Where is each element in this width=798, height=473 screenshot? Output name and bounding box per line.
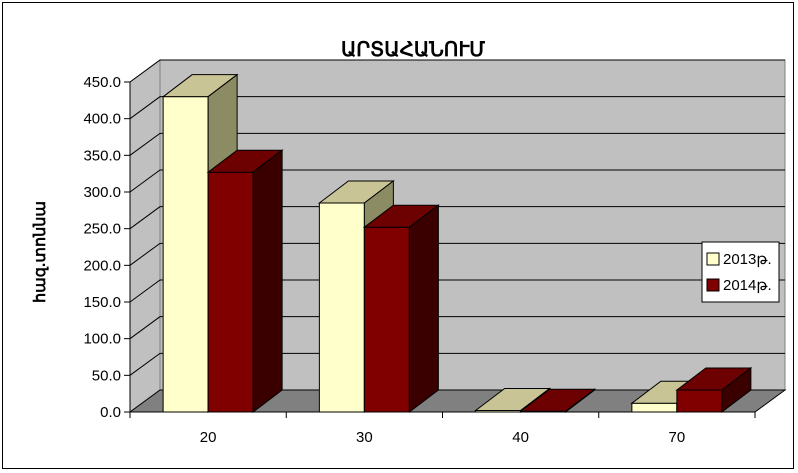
y-tick-label: 50.0	[92, 367, 121, 384]
gridline	[129, 206, 785, 230]
bar	[675, 366, 753, 414]
bar-side	[565, 388, 596, 414]
legend-swatch	[706, 278, 720, 292]
legend-label: 2014թ.	[723, 277, 772, 294]
gridline	[129, 96, 785, 120]
bar-side	[408, 204, 439, 414]
gridline	[129, 316, 785, 340]
gridline	[129, 169, 785, 193]
legend-box	[701, 241, 780, 303]
x-tick-label: 30	[356, 429, 373, 446]
plot-area: 0.0 50.0 100.0 150.0 200.0 250.0 300.0 350.0 400…	[83, 59, 787, 446]
gridline	[129, 59, 785, 83]
y-tick-label: 450.0	[83, 74, 121, 91]
gridline	[129, 352, 785, 376]
bar	[519, 388, 597, 414]
bar-side	[721, 366, 752, 414]
x-tick-label: 40	[512, 429, 529, 446]
bar-front	[363, 226, 410, 413]
y-tick-label: 300.0	[83, 184, 121, 201]
bar-front	[631, 402, 678, 413]
bar-front	[207, 171, 254, 413]
gridline	[129, 279, 785, 303]
bar	[362, 204, 440, 414]
bar	[206, 149, 284, 414]
y-axis-label: հազ.տոննա	[32, 201, 49, 303]
chart-title: ԱՐՏԱՀԱՆՈՒՄ	[341, 39, 485, 61]
y-tick-label: 250.0	[83, 221, 121, 238]
side-wall	[129, 59, 161, 413]
legend: 2013թ. 2014թ.	[701, 241, 780, 303]
x-tick-label: 70	[669, 429, 686, 446]
y-tick-label: 350.0	[83, 147, 121, 164]
bar-front	[162, 96, 209, 413]
y-tick-label: 200.0	[83, 257, 121, 274]
bar-front	[318, 202, 365, 413]
y-tick-label: 0.0	[100, 404, 121, 421]
x-tick-label: 20	[200, 429, 217, 446]
y-tick-label: 150.0	[83, 294, 121, 311]
bar-front	[676, 389, 723, 413]
bar-side	[252, 149, 283, 414]
legend-label: 2013թ.	[723, 251, 772, 268]
y-tick-label: 100.0	[83, 331, 121, 348]
gridline	[129, 242, 785, 266]
gridline	[129, 132, 785, 156]
y-tick-label: 400.0	[83, 111, 121, 128]
legend-swatch	[706, 252, 720, 266]
